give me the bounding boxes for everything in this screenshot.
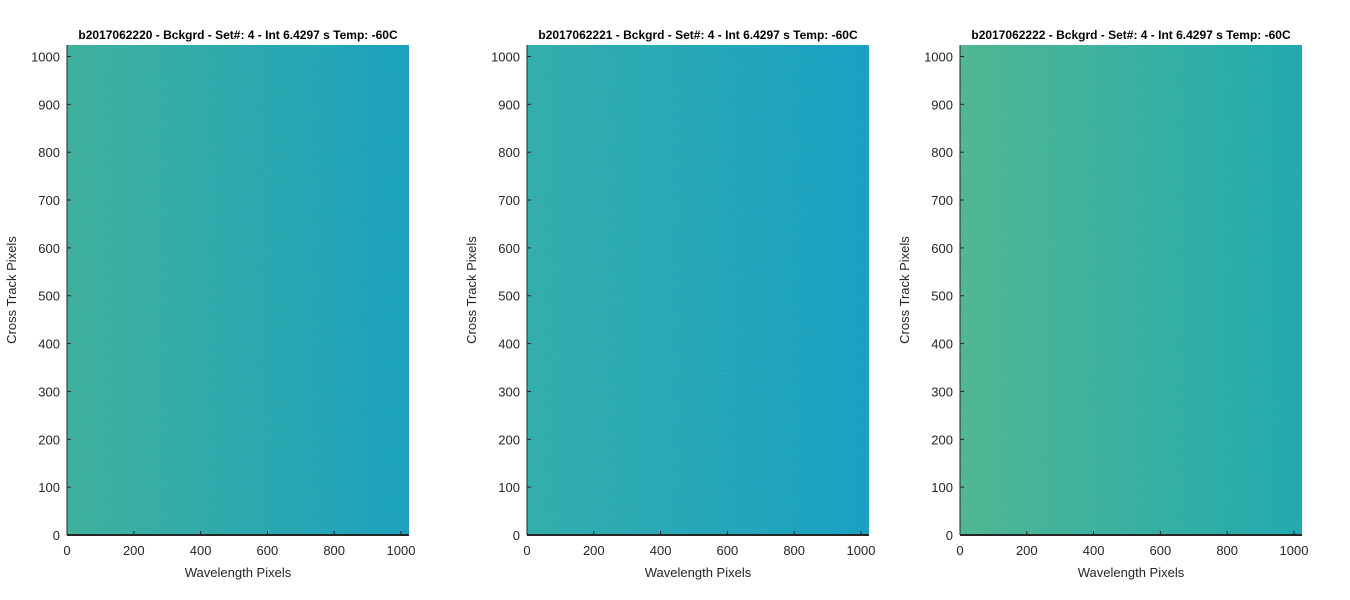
chart-title: b2017062221 - Bckgrd - Set#: 4 - Int 6.4… [538, 28, 858, 42]
y-tick-label: 800 [38, 145, 60, 160]
heatmap-noise [527, 45, 869, 535]
y-tick-label: 100 [498, 480, 520, 495]
y-tick-label: 400 [498, 337, 520, 352]
x-axis-label: Wavelength Pixels [185, 565, 292, 580]
y-tick-label: 0 [513, 528, 520, 543]
y-tick-label: 700 [931, 193, 953, 208]
y-tick-label: 300 [931, 384, 953, 399]
y-tick-label: 600 [38, 241, 60, 256]
y-tick-label: 200 [498, 432, 520, 447]
y-tick-label: 800 [931, 145, 953, 160]
y-tick-label: 800 [498, 145, 520, 160]
y-tick-label: 900 [931, 97, 953, 112]
heatmap-noise [67, 45, 409, 535]
y-tick-label: 0 [946, 528, 953, 543]
x-tick-label: 600 [717, 543, 739, 558]
x-tick-label: 0 [956, 543, 963, 558]
x-tick-label: 400 [650, 543, 672, 558]
y-tick-label: 1000 [924, 49, 953, 64]
x-tick-label: 400 [1083, 543, 1105, 558]
x-tick-label: 0 [63, 543, 70, 558]
x-tick-label: 600 [257, 543, 279, 558]
panel-1: 0 200 400 600 800 1000 0 100 200 300 400 500 600 700 8… [4, 28, 415, 580]
y-tick-label: 600 [931, 241, 953, 256]
heatmap-noise [960, 45, 1302, 535]
chart-title: b2017062222 - Bckgrd - Set#: 4 - Int 6.4… [971, 28, 1291, 42]
y-tick-label: 700 [38, 193, 60, 208]
y-tick-label: 1000 [491, 49, 520, 64]
x-axis-label: Wavelength Pixels [1078, 565, 1185, 580]
y-tick-label: 700 [498, 193, 520, 208]
y-tick-label: 1000 [31, 49, 60, 64]
x-tick-label: 1000 [1280, 543, 1309, 558]
y-tick-label: 0 [53, 528, 60, 543]
x-axis-label: Wavelength Pixels [645, 565, 752, 580]
y-tick-label: 200 [38, 432, 60, 447]
chart-title: b2017062220 - Bckgrd - Set#: 4 - Int 6.4… [78, 28, 398, 42]
y-tick-label: 100 [38, 480, 60, 495]
x-tick-label: 600 [1150, 543, 1172, 558]
y-axis-label: Cross Track Pixels [4, 236, 19, 344]
x-tick-label: 400 [190, 543, 212, 558]
x-tick-label: 200 [1016, 543, 1038, 558]
panel-3: 0 200 400 600 800 1000 0 100 200 300 400 500 600 700 8… [897, 28, 1308, 580]
x-tick-label: 800 [1216, 543, 1238, 558]
y-tick-label: 900 [498, 97, 520, 112]
x-tick-label: 200 [123, 543, 145, 558]
x-tick-label: 0 [523, 543, 530, 558]
y-tick-label: 300 [38, 384, 60, 399]
y-axis-label: Cross Track Pixels [897, 236, 912, 344]
y-tick-label: 400 [931, 337, 953, 352]
y-tick-label: 500 [498, 289, 520, 304]
y-tick-label: 300 [498, 384, 520, 399]
y-tick-label: 600 [498, 241, 520, 256]
y-tick-label: 500 [931, 289, 953, 304]
x-tick-label: 200 [583, 543, 605, 558]
x-tick-label: 800 [323, 543, 345, 558]
x-tick-label: 800 [783, 543, 805, 558]
panel-2: 0 200 400 600 800 1000 0 100 200 300 400 500 600 700 8… [464, 28, 875, 580]
y-axis-label: Cross Track Pixels [464, 236, 479, 344]
y-tick-label: 900 [38, 97, 60, 112]
x-tick-label: 1000 [847, 543, 876, 558]
x-tick-label: 1000 [387, 543, 416, 558]
y-tick-label: 500 [38, 289, 60, 304]
y-tick-label: 200 [931, 432, 953, 447]
y-tick-label: 100 [931, 480, 953, 495]
y-tick-label: 400 [38, 337, 60, 352]
